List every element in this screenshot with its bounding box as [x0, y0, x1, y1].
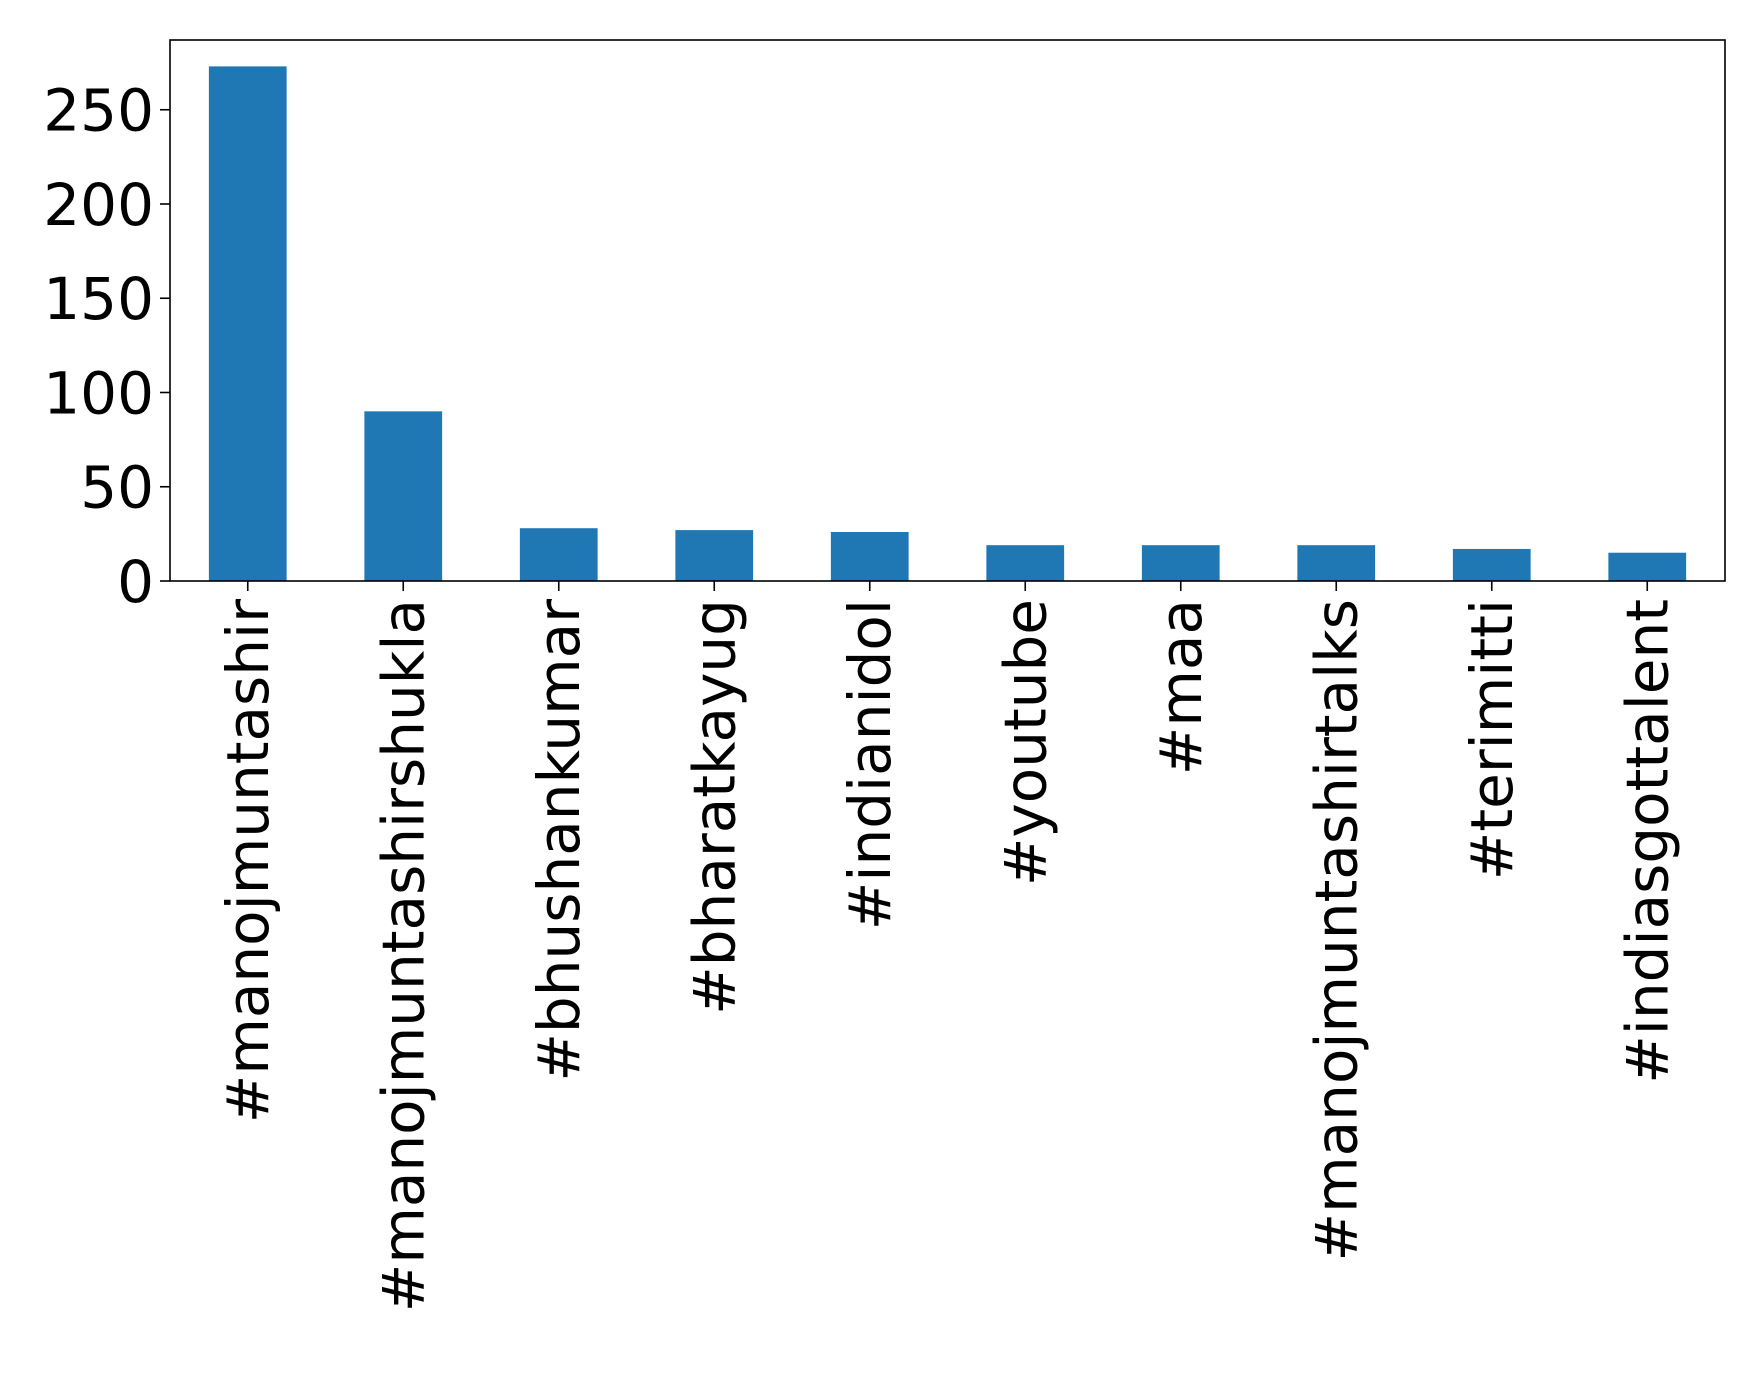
x-tick-label: #terimitti: [1458, 599, 1526, 880]
bar-manojmuntashirtalks: [1297, 545, 1376, 581]
y-tick-label: 200: [43, 171, 154, 239]
x-tick-label: #manojmuntashirshukla: [369, 599, 437, 1312]
bar-manojmuntashirshukla: [364, 411, 443, 581]
y-tick-label: 150: [43, 265, 154, 333]
bar-manojmuntashir: [208, 66, 287, 581]
bar-indianidol: [830, 531, 909, 581]
bars-group: [208, 66, 1687, 581]
x-tick-label: #manojmuntashirtalks: [1302, 599, 1370, 1261]
bar-bharatkayug: [675, 530, 754, 581]
x-tick-label: #indiasgottalent: [1613, 599, 1681, 1084]
x-tick-label: #bhushankumar: [525, 599, 593, 1082]
y-axis: 0 50 100 150 200 250: [43, 77, 170, 616]
x-tick-label: #maa: [1147, 599, 1215, 775]
y-tick-label: 50: [80, 454, 154, 522]
plot-frame: [169, 39, 1726, 582]
bar-bhushankumar: [519, 528, 598, 581]
x-axis: #manojmuntashir #manojmuntashirshukla #bhu…: [214, 581, 1681, 1312]
x-tick-label: #manojmuntashir: [214, 599, 282, 1123]
bar-indiasgottalent: [1608, 552, 1687, 581]
y-tick-label: 100: [43, 359, 154, 427]
bar-youtube: [986, 545, 1065, 581]
x-tick-label: #indianidol: [836, 599, 904, 930]
x-tick-label: #bharatkayug: [680, 599, 748, 1015]
bar-terimitti: [1452, 548, 1531, 581]
y-tick-label: 0: [117, 548, 154, 616]
bar-maa: [1141, 545, 1220, 581]
x-tick-label: #youtube: [991, 599, 1059, 886]
y-tick-label: 250: [43, 77, 154, 145]
